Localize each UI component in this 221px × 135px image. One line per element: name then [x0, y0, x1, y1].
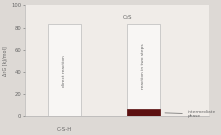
Y-axis label: ΔrG [kJ/mol]: ΔrG [kJ/mol]: [4, 46, 8, 76]
Text: intermediate
phase: intermediate phase: [165, 110, 216, 118]
Bar: [127, 109, 160, 116]
Text: C₃S: C₃S: [123, 15, 132, 20]
Text: reaction in two steps: reaction in two steps: [141, 43, 145, 89]
Text: C-S-H: C-S-H: [57, 127, 72, 132]
Bar: [48, 24, 81, 116]
Text: direct reaction: direct reaction: [62, 55, 66, 87]
Bar: [127, 24, 160, 116]
